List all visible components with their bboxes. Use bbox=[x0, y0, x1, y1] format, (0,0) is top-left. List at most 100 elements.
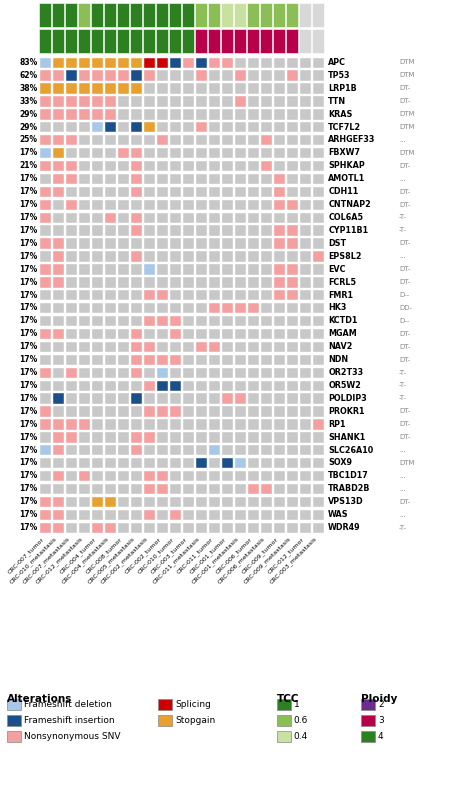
Bar bbox=[105, 471, 116, 481]
Bar bbox=[261, 161, 272, 171]
Bar bbox=[79, 368, 90, 378]
Bar bbox=[65, 445, 77, 455]
Bar bbox=[53, 458, 64, 469]
Bar bbox=[118, 71, 129, 81]
Bar bbox=[91, 445, 103, 455]
Bar bbox=[195, 510, 207, 520]
Bar bbox=[91, 342, 103, 352]
Bar bbox=[247, 496, 259, 508]
Text: 17%: 17% bbox=[19, 187, 38, 196]
Bar bbox=[53, 58, 64, 68]
Text: KCTD1: KCTD1 bbox=[328, 316, 357, 325]
Text: DTM: DTM bbox=[399, 124, 414, 130]
Bar bbox=[286, 484, 298, 494]
Bar bbox=[170, 329, 181, 339]
Bar bbox=[221, 471, 233, 481]
Bar bbox=[235, 484, 246, 494]
Bar bbox=[156, 510, 168, 520]
Bar bbox=[39, 432, 51, 442]
Bar bbox=[209, 342, 220, 352]
Text: DT-: DT- bbox=[399, 266, 410, 272]
Bar bbox=[105, 186, 116, 197]
Text: 17%: 17% bbox=[19, 407, 38, 416]
Bar bbox=[221, 354, 233, 365]
Bar bbox=[300, 342, 311, 352]
Text: CRC-006_metastasis: CRC-006_metastasis bbox=[217, 536, 266, 585]
Bar bbox=[118, 278, 129, 288]
Text: HK3: HK3 bbox=[328, 304, 346, 312]
Bar bbox=[195, 523, 207, 533]
Bar bbox=[261, 342, 272, 352]
Bar bbox=[91, 251, 103, 262]
Bar bbox=[261, 510, 272, 520]
Bar bbox=[261, 174, 272, 184]
Bar bbox=[91, 278, 103, 288]
Bar bbox=[286, 290, 298, 301]
Bar bbox=[312, 109, 324, 120]
Bar bbox=[130, 290, 142, 301]
Bar bbox=[53, 135, 64, 145]
Bar bbox=[156, 316, 168, 326]
Bar bbox=[53, 432, 64, 442]
Bar bbox=[261, 71, 272, 81]
Bar bbox=[209, 71, 220, 81]
Bar bbox=[118, 186, 129, 197]
Bar bbox=[300, 496, 311, 508]
Bar bbox=[195, 264, 207, 274]
Text: EPS8L2: EPS8L2 bbox=[328, 251, 362, 261]
Bar bbox=[300, 368, 311, 378]
Text: 62%: 62% bbox=[20, 71, 38, 80]
Bar bbox=[53, 354, 64, 365]
Bar bbox=[234, 3, 246, 27]
Bar bbox=[7, 699, 20, 710]
Bar bbox=[235, 458, 246, 469]
Bar bbox=[273, 354, 285, 365]
Bar bbox=[130, 278, 142, 288]
Bar bbox=[300, 264, 311, 274]
Bar bbox=[118, 303, 129, 313]
Bar bbox=[53, 239, 64, 249]
Bar bbox=[79, 406, 90, 416]
Bar bbox=[209, 471, 220, 481]
Bar bbox=[312, 186, 324, 197]
Text: 17%: 17% bbox=[19, 458, 38, 467]
Text: Nonsynonymous SNV: Nonsynonymous SNV bbox=[24, 732, 120, 741]
Text: ...: ... bbox=[399, 486, 406, 492]
Text: 17%: 17% bbox=[19, 433, 38, 442]
Bar bbox=[312, 496, 324, 508]
Bar bbox=[130, 109, 142, 120]
Text: 4: 4 bbox=[378, 732, 383, 741]
Bar bbox=[105, 58, 116, 68]
Bar bbox=[39, 186, 51, 197]
Bar bbox=[195, 445, 207, 455]
Bar bbox=[53, 393, 64, 404]
Bar bbox=[286, 71, 298, 81]
Bar bbox=[273, 200, 285, 210]
Bar bbox=[79, 354, 90, 365]
Bar bbox=[39, 264, 51, 274]
Bar bbox=[65, 406, 77, 416]
Bar bbox=[39, 71, 51, 81]
Bar bbox=[144, 109, 155, 120]
Bar bbox=[195, 354, 207, 365]
Bar bbox=[65, 278, 77, 288]
Text: 3: 3 bbox=[378, 716, 384, 725]
Bar bbox=[118, 523, 129, 533]
Bar bbox=[79, 186, 90, 197]
Text: NDN: NDN bbox=[328, 355, 348, 364]
Bar bbox=[156, 432, 168, 442]
Bar bbox=[312, 122, 324, 132]
Bar bbox=[91, 135, 103, 145]
Bar bbox=[261, 445, 272, 455]
Bar bbox=[273, 523, 285, 533]
Text: DD-: DD- bbox=[399, 305, 412, 311]
Bar bbox=[221, 432, 233, 442]
Bar bbox=[130, 393, 142, 404]
Bar bbox=[65, 393, 77, 404]
Bar bbox=[79, 316, 90, 326]
Text: 25%: 25% bbox=[20, 136, 38, 144]
Bar bbox=[79, 148, 90, 159]
Bar bbox=[182, 510, 194, 520]
Bar bbox=[53, 381, 64, 391]
Text: D--: D-- bbox=[399, 292, 409, 298]
